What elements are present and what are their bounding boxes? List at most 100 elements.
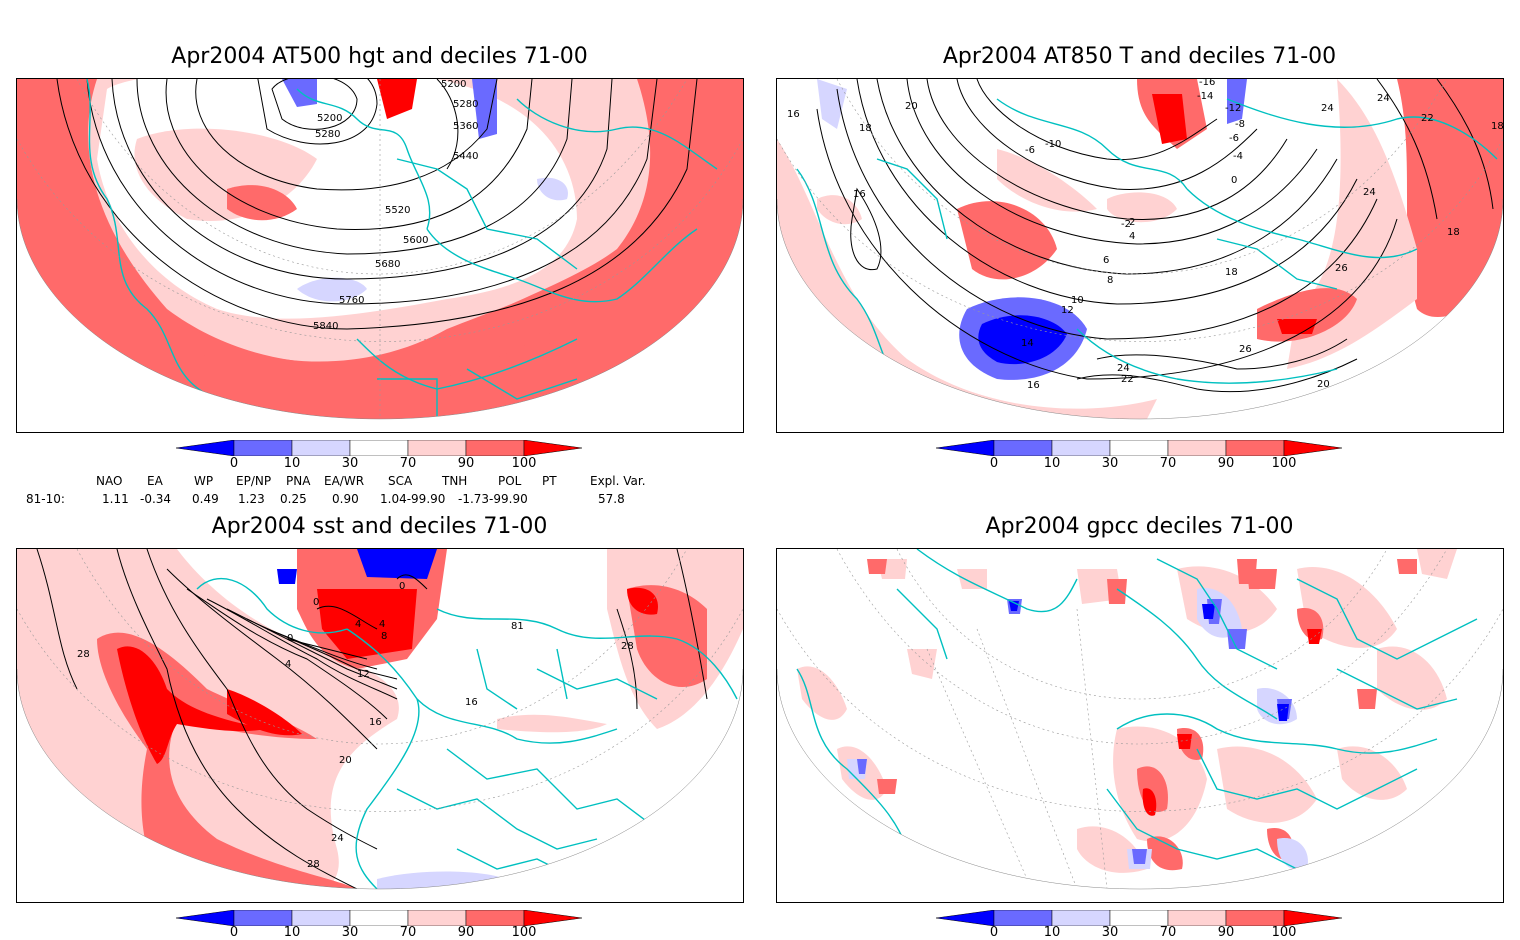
contour-label: 14 — [1021, 338, 1034, 349]
index-value: 1.04-99.90 — [380, 492, 446, 506]
colorbar-top-left: 0 10 30 70 90 100 — [175, 439, 584, 472]
contour-label: 26 — [1239, 344, 1252, 355]
colorbar-tick: 10 — [1043, 925, 1061, 940]
contour-label: 12 — [1061, 305, 1074, 316]
index-value: -0.34 — [140, 492, 172, 506]
contour-label: 8 — [381, 631, 387, 642]
contour-label: 24 — [1321, 103, 1334, 114]
contour-label: -6 — [1025, 145, 1035, 156]
index-value: 1.23 — [238, 492, 265, 506]
contour-labels-t850: -16 -14 -12 -10 -8 -6 -6 -4 -2 0 2 4 6 8… — [787, 79, 1503, 391]
colorbar-tick: 30 — [1101, 925, 1119, 940]
contour-label: -10 — [1045, 139, 1061, 150]
contour-label: 0 — [313, 597, 319, 608]
panel-title-sst: Apr2004 sst and deciles 71-00 — [211, 514, 548, 539]
colorbar-tick: 70 — [399, 925, 417, 940]
colorbar-tick: 30 — [341, 456, 359, 471]
contour-label: 18 — [1225, 267, 1238, 278]
index-header: WP — [194, 474, 214, 488]
colorbar-bottom-left: 0 10 30 70 90 100 — [175, 909, 584, 940]
contour-label: 5280 — [453, 99, 478, 110]
index-header: POL — [498, 474, 522, 488]
index-header: PT — [542, 474, 557, 488]
map-panel-sst: 0 0 0 4 4 4 8 12 16 16 20 24 28 28 28 81 — [16, 548, 744, 903]
contour-label: 18 — [1491, 121, 1503, 132]
contour-label: -4 — [1233, 151, 1243, 162]
contour-label: 22 — [1121, 374, 1134, 385]
colorbar-tick: 100 — [511, 925, 537, 940]
contour-label: 2 — [1129, 217, 1135, 228]
contour-label: -2 — [1121, 219, 1131, 230]
contour-label: 18 — [859, 123, 872, 134]
colorbar-tick: 70 — [399, 456, 417, 471]
contour-label: 5360 — [453, 121, 478, 132]
map-panel-z500: 5200 5200 5280 5280 5360 5440 5520 5600 … — [16, 78, 744, 433]
colorbar-top-right: 0 10 30 70 90 100 — [935, 439, 1344, 472]
contour-label: 20 — [1317, 379, 1330, 390]
colorbar-tick: 100 — [1271, 925, 1297, 940]
colorbar-tick: 0 — [229, 925, 239, 940]
contour-label: 16 — [465, 697, 478, 708]
map-panel-t850: -16 -14 -12 -10 -8 -6 -6 -4 -2 0 2 4 6 8… — [776, 78, 1504, 433]
map-panel-gpcc — [776, 548, 1504, 903]
contour-label: 24 — [1377, 93, 1390, 104]
colorbar-tick: 0 — [989, 456, 999, 471]
contour-labels-sst: 0 0 0 4 4 4 8 12 16 16 20 24 28 28 28 81 — [77, 581, 634, 870]
contour-label: 12 — [357, 669, 370, 680]
colorbar-tick: 70 — [1159, 925, 1177, 940]
panel-title-z500: Apr2004 AT500 hgt and deciles 71-00 — [171, 44, 588, 69]
index-value: 0.90 — [332, 492, 359, 506]
contour-label: 24 — [1363, 187, 1376, 198]
contour-label: 28 — [621, 641, 634, 652]
contour-label: 4 — [1129, 231, 1135, 242]
contour-label: 5680 — [375, 259, 400, 270]
contour-label: 5200 — [441, 79, 466, 90]
index-value: 0.25 — [280, 492, 307, 506]
contour-label: 5840 — [313, 321, 338, 332]
index-header: SCA — [388, 474, 413, 488]
colorbar-tick: 100 — [511, 456, 537, 471]
contour-label: 5280 — [315, 129, 340, 140]
colorbar-tick: 10 — [1043, 456, 1061, 471]
colorbar-tick: 90 — [1217, 456, 1235, 471]
contour-label: -16 — [1199, 79, 1215, 88]
contour-label: 6 — [1103, 255, 1109, 266]
contour-label: 22 — [1421, 113, 1434, 124]
panel-title-t850: Apr2004 AT850 T and deciles 71-00 — [942, 44, 1337, 69]
contour-label: 26 — [1335, 263, 1348, 274]
index-header: TNH — [442, 474, 468, 488]
contour-label: 20 — [905, 101, 918, 112]
index-header: EA — [147, 474, 163, 488]
contour-label: 5760 — [339, 295, 364, 306]
colorbar-tick: 100 — [1271, 456, 1297, 471]
contour-label: 5200 — [317, 113, 342, 124]
index-header: EA/WR — [324, 474, 365, 488]
contour-label: 8 — [1107, 275, 1113, 286]
colorbar-tick: 0 — [989, 925, 999, 940]
contour-label: 16 — [1027, 380, 1040, 391]
contour-label: 20 — [339, 755, 352, 766]
contour-label: 0 — [287, 633, 293, 644]
colorbar-bottom-right: 0 10 30 70 90 100 — [935, 909, 1344, 940]
contour-label: 16 — [369, 717, 382, 728]
index-header: Expl. Var. — [590, 474, 646, 488]
colorbar-tick: 10 — [283, 456, 301, 471]
contour-label: -12 — [1225, 103, 1241, 114]
contour-labels-z500: 5200 5200 5280 5280 5360 5440 5520 5600 … — [313, 79, 478, 332]
contour-label: 28 — [307, 859, 320, 870]
index-header: NAO — [96, 474, 123, 488]
contour-label: 18 — [1447, 227, 1460, 238]
contour-label: 0 — [399, 581, 405, 592]
contour-label: 4 — [285, 659, 291, 670]
contour-label: 4 — [379, 619, 385, 630]
colorbar-tick: 30 — [1101, 456, 1119, 471]
contour-label: 5600 — [403, 235, 428, 246]
contour-label: 5520 — [385, 205, 410, 216]
colorbar-tick: 30 — [341, 925, 359, 940]
index-value: -1.73-99.90 — [458, 492, 528, 506]
contour-label: 4 — [355, 619, 361, 630]
colorbar-tick: 90 — [1217, 925, 1235, 940]
colorbar-tick: 90 — [457, 456, 475, 471]
index-value: 0.49 — [192, 492, 219, 506]
contour-label: -6 — [1229, 133, 1239, 144]
